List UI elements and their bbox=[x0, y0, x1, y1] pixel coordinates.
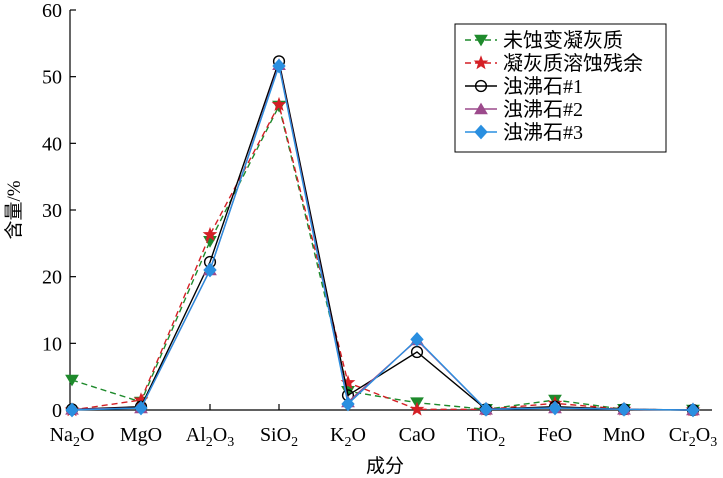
y-tick-label: 20 bbox=[42, 267, 62, 289]
x-tick: Cr2O3 bbox=[669, 404, 717, 450]
x-tick-label: K2O bbox=[330, 424, 366, 450]
x-axis-title: 成分 bbox=[366, 455, 404, 477]
y-tick-label: 50 bbox=[42, 67, 62, 89]
x-tick: Al2O3 bbox=[186, 404, 234, 450]
y-tick-label: 10 bbox=[42, 333, 62, 355]
data-point bbox=[65, 402, 79, 418]
x-tick-label: Cr2O3 bbox=[669, 424, 717, 450]
data-point bbox=[548, 400, 562, 416]
x-tick: Na2O bbox=[50, 404, 95, 450]
legend-label: 凝灰质溶蚀残余 bbox=[503, 52, 643, 75]
data-point bbox=[272, 58, 286, 74]
data-point bbox=[410, 331, 424, 347]
x-tick-label: SiO2 bbox=[260, 424, 298, 450]
data-point bbox=[271, 96, 287, 111]
data-point bbox=[65, 374, 79, 387]
y-tick-label: 0 bbox=[52, 400, 62, 422]
x-tick-label: MnO bbox=[603, 424, 645, 446]
data-point bbox=[686, 402, 700, 418]
legend-marker bbox=[474, 102, 488, 115]
data-point bbox=[203, 262, 217, 278]
y-tick: 40 bbox=[42, 133, 76, 155]
data-point bbox=[341, 396, 355, 412]
legend-entry: 凝灰质溶蚀残余 bbox=[465, 52, 643, 75]
y-tick: 60 bbox=[42, 0, 76, 22]
y-tick-label: 30 bbox=[42, 200, 62, 222]
data-point bbox=[203, 236, 217, 248]
data-point bbox=[409, 401, 425, 416]
data-point bbox=[479, 401, 493, 417]
data-point bbox=[134, 400, 148, 416]
y-tick: 20 bbox=[42, 267, 76, 289]
legend-entry: 未蚀变凝灰质 bbox=[465, 29, 623, 52]
y-tick: 50 bbox=[42, 67, 76, 89]
x-tick-label: FeO bbox=[538, 424, 572, 446]
y-tick: 10 bbox=[42, 333, 76, 355]
x-tick-label: TiO2 bbox=[467, 424, 506, 450]
x-tick: SiO2 bbox=[260, 404, 298, 450]
legend-entry: 浊沸石#2 bbox=[465, 98, 583, 121]
legend-marker bbox=[474, 124, 488, 140]
legend-box bbox=[454, 23, 667, 153]
data-point bbox=[617, 401, 631, 417]
x-tick-label: CaO bbox=[399, 424, 436, 446]
series-layer bbox=[64, 55, 701, 418]
data-point bbox=[202, 226, 218, 241]
y-tick: 30 bbox=[42, 200, 76, 222]
legend-label: 浊沸石#2 bbox=[503, 98, 583, 121]
x-tick-label: MgO bbox=[120, 424, 162, 446]
legend-marker bbox=[474, 34, 488, 47]
y-ticks: 0 10 20 30 40 50 60 bbox=[42, 0, 76, 422]
y-tick-label: 60 bbox=[42, 0, 62, 22]
y-tick-label: 40 bbox=[42, 133, 62, 155]
series-line bbox=[71, 63, 694, 411]
legend-label: 未蚀变凝灰质 bbox=[503, 29, 623, 52]
x-tick-label: Na2O bbox=[50, 424, 95, 450]
legend-entry: 浊沸石#3 bbox=[465, 121, 583, 144]
legend-entry: 浊沸石#1 bbox=[465, 75, 583, 98]
x-tick-label: Al2O3 bbox=[186, 424, 234, 450]
y-axis-title: 含量/% bbox=[3, 180, 25, 239]
series-5 bbox=[65, 58, 700, 418]
legend-marker bbox=[473, 55, 489, 70]
legend-label: 浊沸石#3 bbox=[503, 121, 583, 144]
legend-label: 浊沸石#1 bbox=[503, 75, 583, 98]
legend-marker bbox=[474, 79, 488, 93]
x-ticks: Na2O MgO Al2O3 SiO2 K2O CaO TiO2 FeO MnO Cr2O3 bbox=[50, 404, 717, 450]
x-tick: K2O bbox=[330, 404, 366, 450]
